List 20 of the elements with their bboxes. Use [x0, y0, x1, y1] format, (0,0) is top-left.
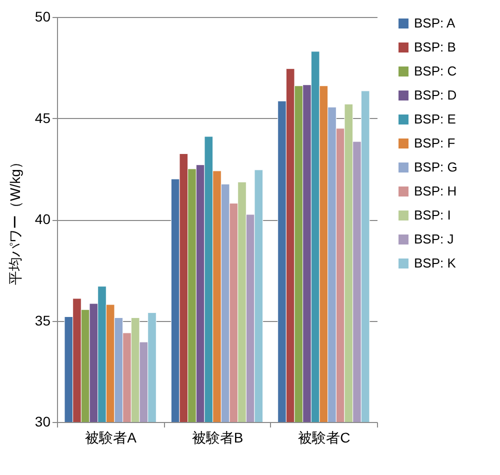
legend-label: BSP: G [414, 160, 458, 174]
y-tick-label: 45 [34, 110, 51, 126]
legend-label: BSP: J [414, 232, 454, 246]
legend-label: BSP: E [414, 112, 456, 126]
y-tick-label: 35 [34, 312, 51, 328]
y-tick-label: 40 [34, 211, 51, 227]
x-tick-label: 被験者B [192, 430, 244, 446]
legend-label: BSP: K [414, 256, 456, 270]
x-tick-label: 被験者C [298, 430, 350, 446]
y-tick-label: 30 [34, 414, 51, 430]
legend-label: BSP: H [414, 184, 457, 198]
legend-label: BSP: C [414, 64, 457, 78]
y-axis-title: 平均パワー（W/kg） [6, 155, 23, 285]
legend-label: BSP: B [414, 40, 456, 54]
legend-label: BSP: F [414, 136, 456, 150]
legend-label: BSP: I [414, 208, 451, 222]
y-tick-label: 50 [34, 8, 51, 24]
legend-label: BSP: D [414, 88, 457, 102]
x-tick-label: 被験者A [85, 430, 138, 446]
legend-label: BSP: A [414, 16, 456, 30]
